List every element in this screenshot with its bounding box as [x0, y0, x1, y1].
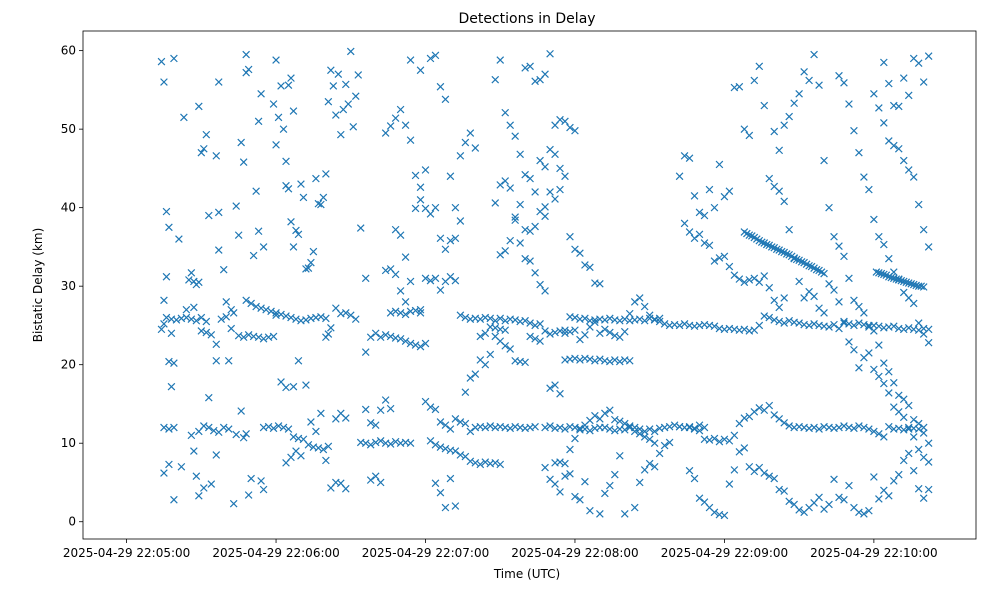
y-tick-label: 10	[61, 436, 76, 450]
figure-background	[0, 0, 983, 590]
x-tick-label: 2025-04-29 22:09:00	[661, 546, 788, 560]
x-tick-label: 2025-04-29 22:05:00	[63, 546, 190, 560]
x-axis-label: Time (UTC)	[493, 567, 560, 581]
chart-title: Detections in Delay	[458, 11, 595, 27]
x-tick-label: 2025-04-29 22:08:00	[511, 546, 638, 560]
y-tick-label: 40	[61, 201, 76, 215]
y-tick-label: 50	[61, 122, 76, 136]
x-tick-label: 2025-04-29 22:07:00	[362, 546, 489, 560]
y-tick-label: 60	[61, 44, 76, 58]
y-tick-label: 0	[68, 515, 76, 529]
y-tick-label: 30	[61, 279, 76, 293]
x-tick-label: 2025-04-29 22:10:00	[810, 546, 937, 560]
x-tick-label: 2025-04-29 22:06:00	[212, 546, 339, 560]
y-axis-label: Bistatic Delay (km)	[31, 228, 45, 343]
scatter-chart: Detections in Delay 0 10 20 30 40 50 60 2025-0…	[0, 0, 983, 590]
y-tick-label: 20	[61, 358, 76, 372]
